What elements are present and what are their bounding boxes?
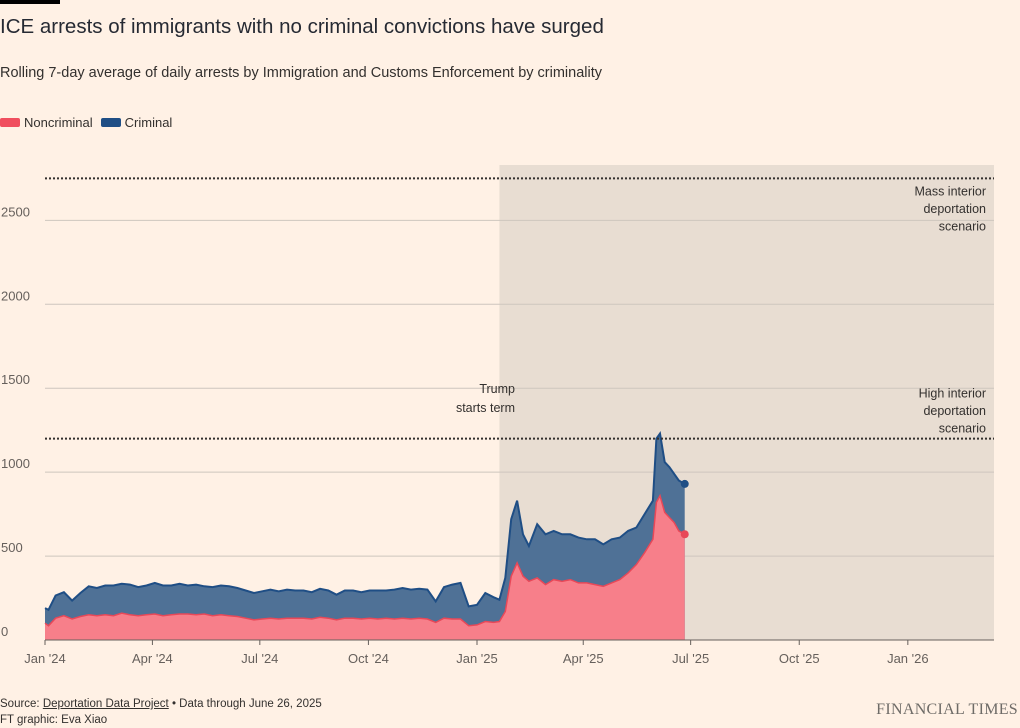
x-tick-label: Oct '24 [348,651,389,666]
series-line-criminal [44,431,686,612]
series-end-marker-noncriminal [680,530,689,539]
reference-label-line: scenario [939,219,986,233]
reference-label-line: High interior [919,387,986,401]
x-tick-label: Jul '24 [241,651,278,666]
annotation-line: starts term [456,401,515,415]
legend-swatch-noncriminal [0,118,20,127]
reference-line-label: Mass interior deportation scenario [914,184,986,233]
x-tick-label: Jan '25 [456,651,498,666]
series-line-noncriminal [44,493,686,627]
source-link[interactable]: Deportation Data Project [42,698,169,710]
source-prefix: Source: [0,698,43,710]
x-tick-label: Jan '24 [24,651,66,666]
y-tick-label: 1000 [1,456,30,471]
reference-label-line: Mass interior [914,184,986,198]
source-suffix: • Data through June 26, 2025 [168,698,322,710]
chart-title: ICE arrests of immigrants with no crimin… [0,15,604,38]
legend-item-criminal: Criminal [100,115,173,130]
x-tick-label: Jul '25 [672,651,709,666]
reference-label-line: scenario [939,422,986,436]
reference-label-line: deportation [923,404,986,418]
legend-label-criminal: Criminal [124,115,173,130]
chart-legend: Noncriminal Criminal [0,115,180,130]
y-tick-label: 0 [1,624,8,639]
ft-top-bar [0,0,60,4]
x-tick-label: Apr '24 [132,651,173,666]
series-end-marker-criminal [680,479,689,488]
y-tick-label: 2500 [1,204,30,219]
chart-subtitle: Rolling 7-day average of daily arrests b… [0,65,602,81]
x-tick-label: Oct '25 [779,651,820,666]
legend-label-noncriminal: Noncriminal [24,115,93,130]
y-tick-label: 1500 [1,372,30,387]
reference-line-label: High interior deportation scenario [919,387,986,436]
y-tick-label: 500 [1,540,23,555]
legend-item-noncriminal: Noncriminal [0,115,93,130]
x-tick-label: Apr '25 [563,651,604,666]
source-line: Source: Deportation Data Project • Data … [0,698,322,710]
graphic-credit: FT graphic: Eva Xiao [0,714,108,726]
reference-label-line: deportation [923,202,986,216]
x-tick-label: Jan '26 [887,651,929,666]
y-tick-label: 2000 [1,288,30,303]
series-area-noncriminal [45,495,685,640]
ft-logo: FINANCIAL TIMES [876,701,1018,718]
trump-annotation: Trump starts term [456,382,515,415]
legend-swatch-criminal [100,118,121,127]
annotation-line: Trump [479,382,515,396]
